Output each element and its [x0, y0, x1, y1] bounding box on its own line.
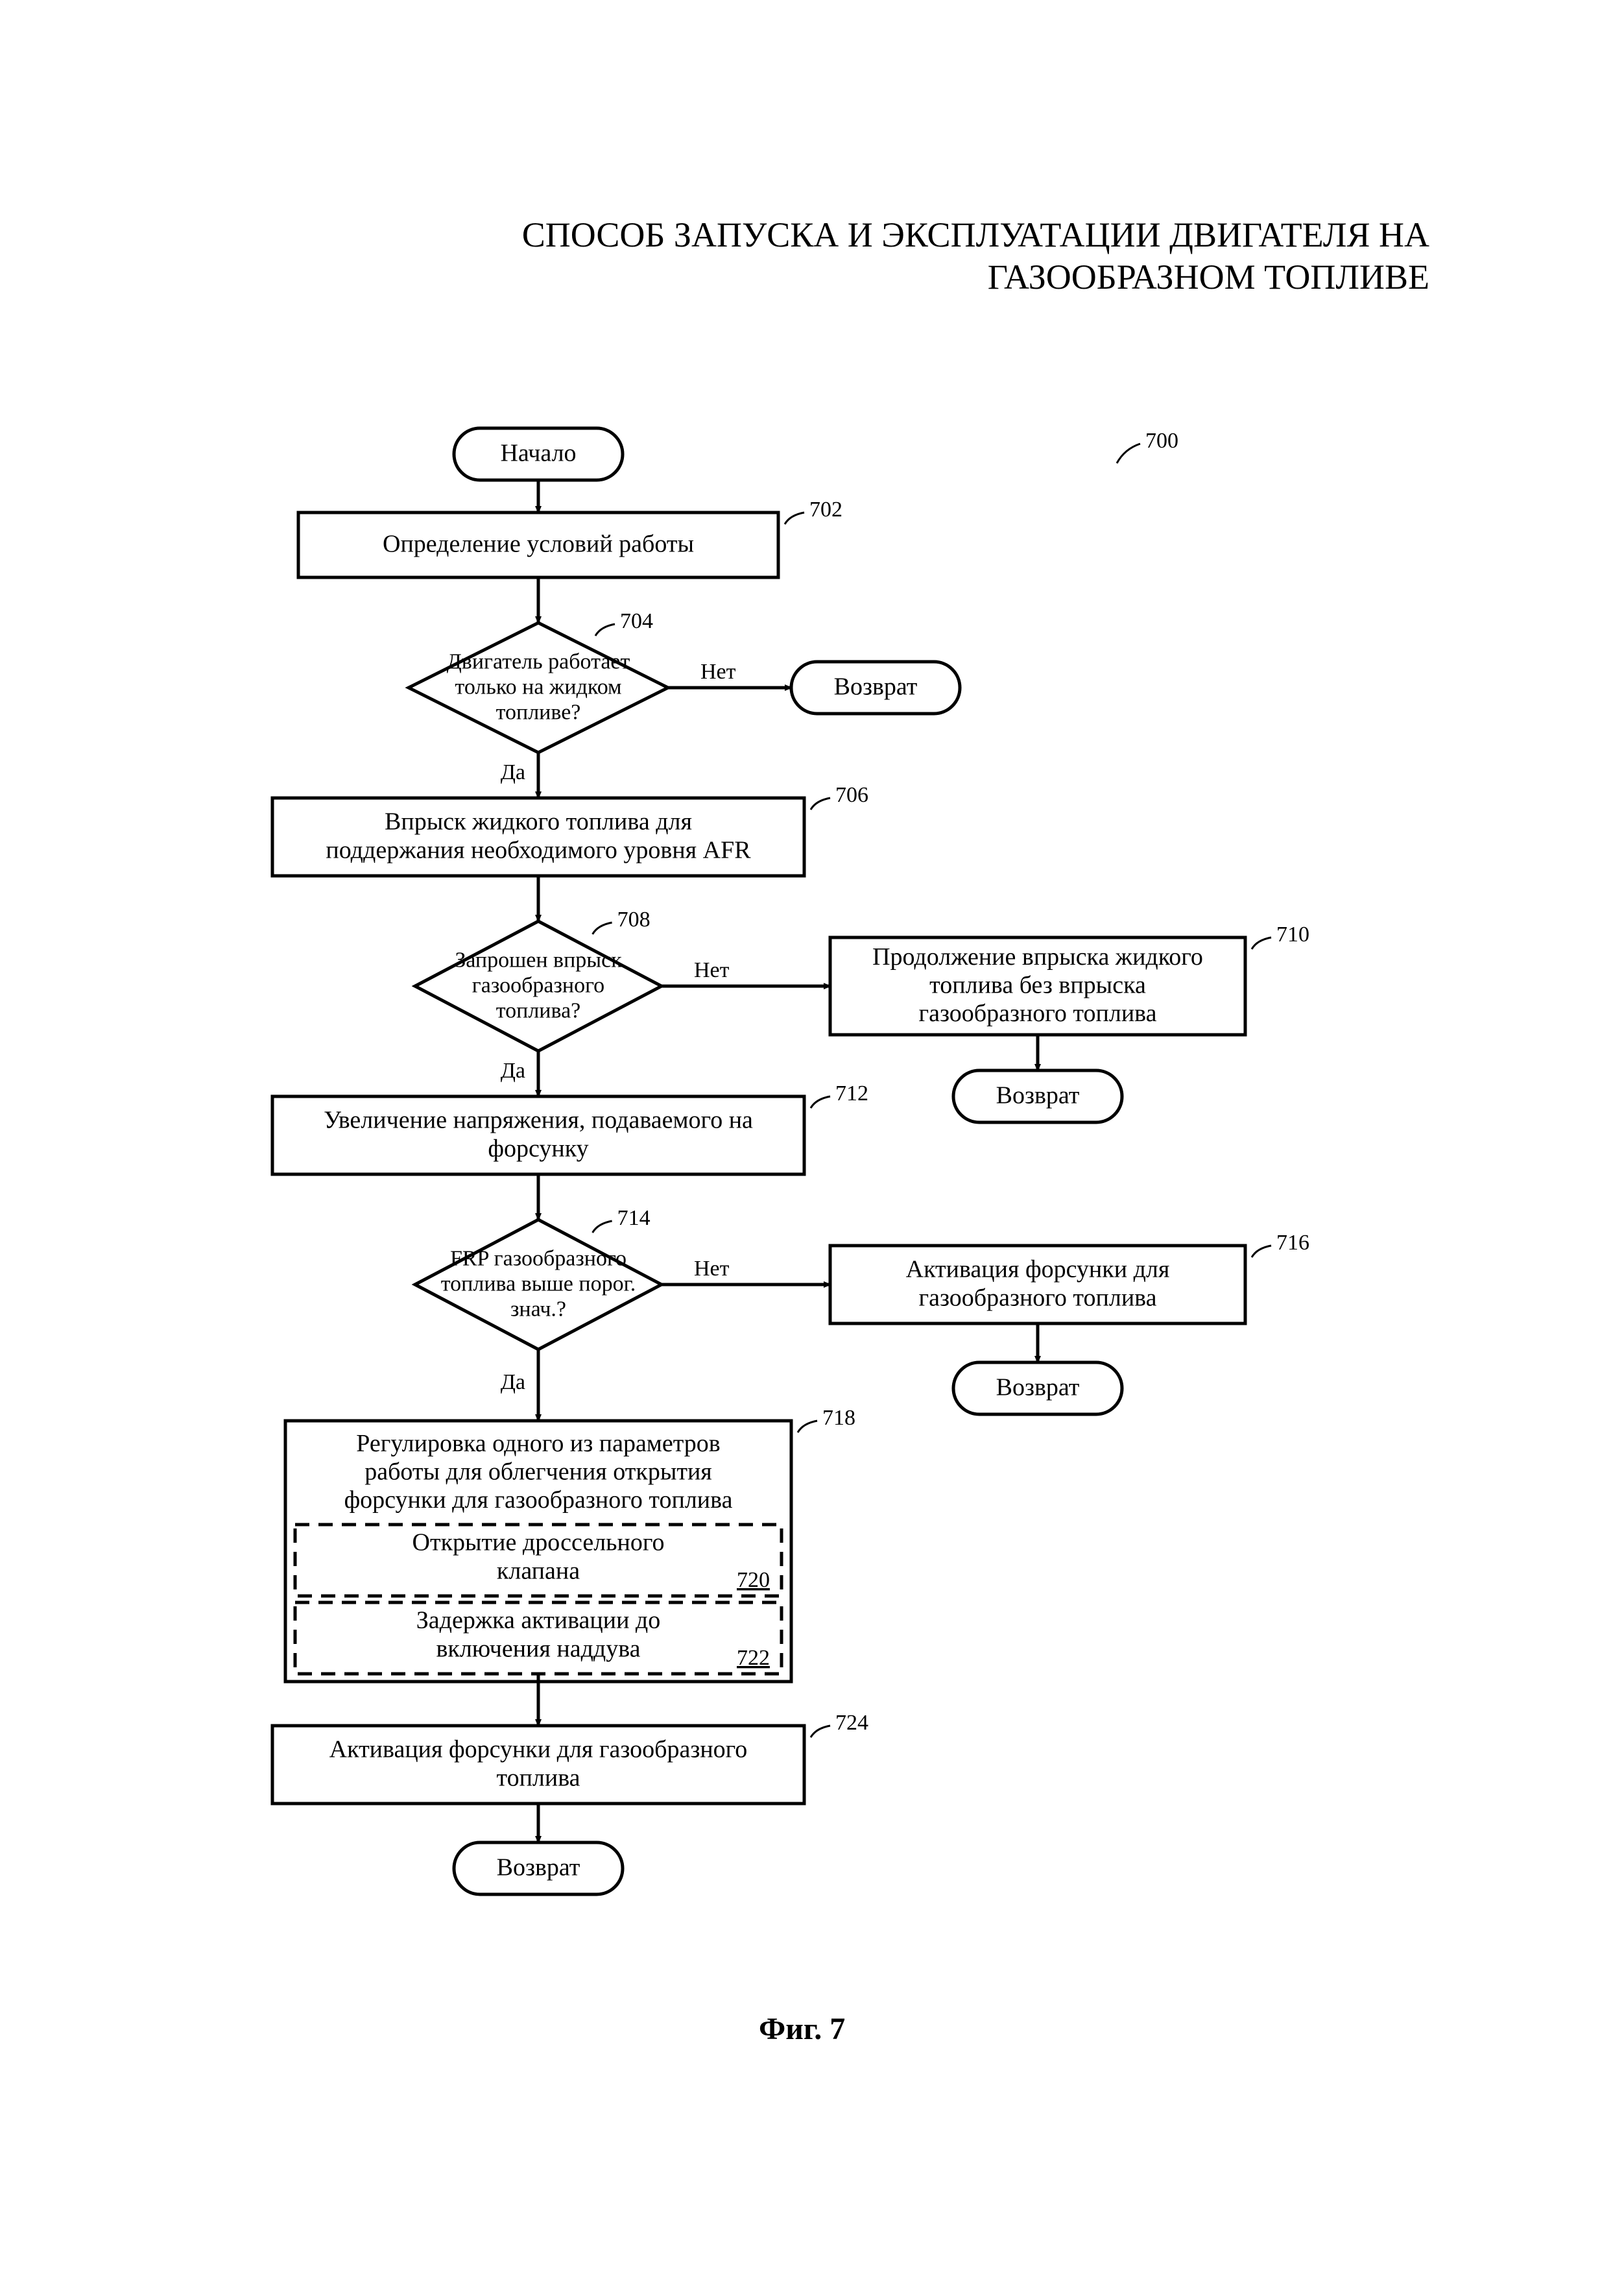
svg-text:топлива выше порог.: топлива выше порог. — [441, 1272, 636, 1296]
svg-text:Открытие дроссельного: Открытие дроссельного — [412, 1529, 665, 1556]
svg-text:Да: Да — [501, 760, 525, 784]
svg-text:Нет: Нет — [694, 1257, 730, 1281]
figure-label: Фиг. 7 — [759, 2011, 845, 2047]
svg-text:газообразного: газообразного — [472, 973, 604, 997]
svg-text:газообразного топлива: газообразного топлива — [919, 1000, 1157, 1027]
svg-text:714: 714 — [617, 1206, 651, 1230]
svg-text:Да: Да — [501, 1059, 525, 1083]
svg-text:Возврат: Возврат — [497, 1853, 580, 1881]
svg-text:топливе?: топливе? — [496, 700, 581, 724]
svg-text:только на жидком: только на жидком — [455, 675, 621, 699]
svg-text:форсунку: форсунку — [488, 1135, 588, 1162]
svg-text:Двигатель работает: Двигатель работает — [447, 649, 630, 673]
flowchart-container: 700 Начало Определение условий работы 702 Дв… — [0, 0, 1624, 2270]
svg-text:включения наддува: включения наддува — [436, 1635, 640, 1662]
svg-text:706: 706 — [835, 783, 868, 807]
svg-text:клапана: клапана — [497, 1557, 580, 1584]
svg-text:Начало: Начало — [500, 439, 576, 466]
svg-text:Запрошен впрыск: Запрошен впрыск — [455, 948, 622, 972]
svg-text:знач.?: знач.? — [510, 1297, 566, 1321]
svg-text:Определение условий работы: Определение условий работы — [383, 530, 694, 557]
svg-text:Увеличение напряжения, подавае: Увеличение напряжения, подаваемого на — [324, 1107, 753, 1134]
svg-text:700: 700 — [1145, 429, 1178, 453]
svg-text:Регулировка одного из параметр: Регулировка одного из параметров — [356, 1430, 720, 1457]
page: СПОСОБ ЗАПУСКА И ЭКСПЛУАТАЦИИ ДВИГАТЕЛЯ … — [0, 0, 1624, 2267]
svg-text:Продолжение впрыска жидкого: Продолжение впрыска жидкого — [872, 943, 1203, 971]
svg-text:Активация форсунки для газообр: Активация форсунки для газообразного — [329, 1736, 748, 1763]
figure-label-text: Фиг. 7 — [759, 2012, 845, 2046]
svg-text:710: 710 — [1276, 923, 1309, 947]
svg-text:Возврат: Возврат — [996, 1373, 1080, 1401]
svg-text:718: 718 — [822, 1406, 855, 1430]
svg-text:722: 722 — [737, 1646, 770, 1670]
svg-text:720: 720 — [737, 1568, 770, 1592]
svg-text:Возврат: Возврат — [834, 673, 918, 700]
svg-text:FRP газообразного: FRP газообразного — [450, 1246, 627, 1270]
svg-text:708: 708 — [617, 908, 651, 932]
svg-text:газообразного топлива: газообразного топлива — [919, 1284, 1157, 1311]
svg-text:712: 712 — [835, 1081, 868, 1105]
svg-text:704: 704 — [620, 609, 653, 633]
svg-text:Впрыск жидкого топлива для: Впрыск жидкого топлива для — [385, 808, 692, 836]
svg-text:702: 702 — [809, 498, 842, 522]
svg-text:топлива: топлива — [496, 1764, 580, 1791]
svg-text:работы для облегчения открытия: работы для облегчения открытия — [364, 1458, 712, 1485]
svg-text:Да: Да — [501, 1370, 525, 1394]
svg-text:топлива?: топлива? — [496, 998, 581, 1022]
svg-text:724: 724 — [835, 1711, 868, 1735]
svg-text:Возврат: Возврат — [996, 1081, 1080, 1109]
svg-text:топлива без впрыска: топлива без впрыска — [929, 971, 1146, 998]
svg-text:форсунки для газообразного топ: форсунки для газообразного топлива — [344, 1486, 733, 1514]
svg-text:поддержания необходимого уровн: поддержания необходимого уровня AFR — [326, 836, 751, 863]
svg-text:Задержка активации до: Задержка активации до — [416, 1607, 661, 1634]
svg-text:Активация форсунки для: Активация форсунки для — [906, 1256, 1170, 1283]
flowchart-svg: 700 Начало Определение условий работы 702 Дв… — [0, 0, 1624, 2267]
svg-text:Нет: Нет — [700, 660, 736, 684]
svg-text:716: 716 — [1276, 1231, 1309, 1255]
svg-text:Нет: Нет — [694, 958, 730, 982]
